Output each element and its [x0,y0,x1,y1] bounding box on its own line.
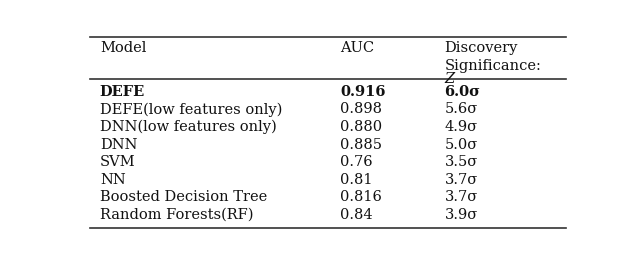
Text: Model: Model [100,41,146,55]
Text: 0.76: 0.76 [340,155,373,169]
Text: 3.9σ: 3.9σ [445,208,478,222]
Text: Random Forests(RF): Random Forests(RF) [100,208,253,222]
Text: 3.5σ: 3.5σ [445,155,478,169]
Text: DEFE: DEFE [100,85,145,99]
Text: 6.0σ: 6.0σ [445,85,481,99]
Text: 0.816: 0.816 [340,190,382,204]
Text: 0.81: 0.81 [340,173,373,187]
Text: NN: NN [100,173,125,187]
Text: SVM: SVM [100,155,136,169]
Text: 0.898: 0.898 [340,103,383,117]
Text: 3.7σ: 3.7σ [445,173,478,187]
Text: 0.916: 0.916 [340,85,386,99]
Text: DEFE(low features only): DEFE(low features only) [100,103,282,117]
Text: 4.9σ: 4.9σ [445,120,477,134]
Text: 0.84: 0.84 [340,208,373,222]
Text: Z: Z [445,72,454,86]
Text: 0.880: 0.880 [340,120,383,134]
Text: 3.7σ: 3.7σ [445,190,478,204]
Text: Boosted Decision Tree: Boosted Decision Tree [100,190,267,204]
Text: 0.885: 0.885 [340,138,383,152]
Text: DNN(low features only): DNN(low features only) [100,120,276,134]
Text: Discovery
Significance:: Discovery Significance: [445,41,541,74]
Text: 5.0σ: 5.0σ [445,138,478,152]
Text: DNN: DNN [100,138,138,152]
Text: AUC: AUC [340,41,374,55]
Text: 5.6σ: 5.6σ [445,103,478,117]
